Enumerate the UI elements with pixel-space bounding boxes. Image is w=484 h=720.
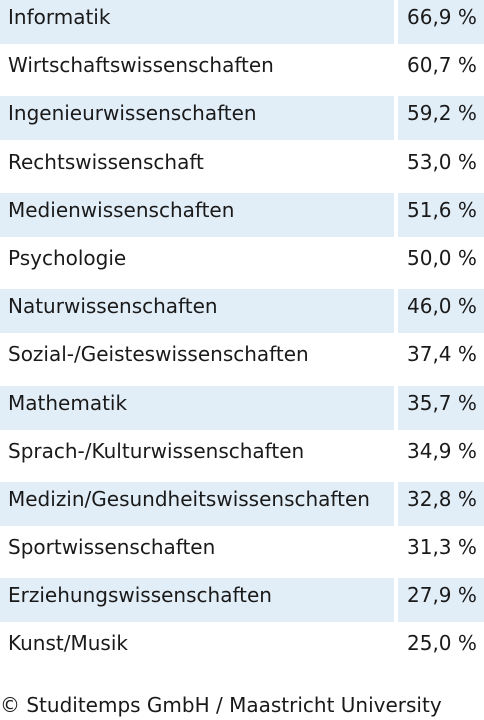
value-label: 25,0 % bbox=[407, 631, 477, 656]
table-row: Medienwissenschaften 51,6 % bbox=[0, 192, 484, 237]
category-label: Erziehungswissenschaften bbox=[0, 578, 394, 623]
data-table: Informatik 66,9 % Wirtschaftswissenschafte… bbox=[0, 0, 484, 670]
value-label: 53,0 % bbox=[407, 149, 477, 174]
category-label: Mathematik bbox=[0, 385, 394, 430]
value-label: 35,7 % bbox=[398, 385, 484, 430]
category-label: Sprach-/Kulturwissenschaften bbox=[8, 438, 305, 463]
table-row: Sozial-/Geisteswissenschaften 37,4 % bbox=[0, 337, 484, 381]
value-label: 32,8 % bbox=[398, 481, 484, 526]
category-label: Medienwissenschaften bbox=[0, 192, 394, 237]
value-label: 60,7 % bbox=[407, 53, 477, 78]
table-row: Kunst/Musik 25,0 % bbox=[0, 626, 484, 670]
value-label: 50,0 % bbox=[407, 245, 477, 270]
category-label: Ingenieurwissenschaften bbox=[0, 96, 394, 141]
category-label: Psychologie bbox=[8, 245, 127, 270]
table-row: Medizin/Gesundheitswissenschaften 32,8 % bbox=[0, 481, 484, 526]
value-label: 31,3 % bbox=[407, 535, 477, 560]
value-label: 46,0 % bbox=[398, 289, 484, 334]
value-label: 37,4 % bbox=[407, 342, 477, 367]
category-label: Informatik bbox=[0, 0, 394, 44]
table-row: Erziehungswissenschaften 27,9 % bbox=[0, 578, 484, 623]
value-label: 66,9 % bbox=[398, 0, 484, 44]
source-credit: © Studitemps GmbH / Maastricht Universit… bbox=[0, 693, 442, 717]
category-label: Sportwissenschaften bbox=[8, 535, 216, 560]
table-row: Wirtschaftswissenschaften 60,7 % bbox=[0, 48, 484, 92]
table-row: Naturwissenschaften 46,0 % bbox=[0, 289, 484, 334]
value-label: 34,9 % bbox=[407, 438, 477, 463]
value-label: 27,9 % bbox=[398, 578, 484, 623]
category-label: Naturwissenschaften bbox=[0, 289, 394, 334]
category-label: Rechtswissenschaft bbox=[8, 149, 204, 174]
table-row: Sprach-/Kulturwissenschaften 34,9 % bbox=[0, 434, 484, 478]
table-row: Rechtswissenschaft 53,0 % bbox=[0, 145, 484, 189]
value-label: 51,6 % bbox=[398, 192, 484, 237]
category-label: Medizin/Gesundheitswissenschaften bbox=[0, 481, 394, 526]
table-row: Ingenieurwissenschaften 59,2 % bbox=[0, 96, 484, 141]
category-label: Sozial-/Geisteswissenschaften bbox=[8, 342, 309, 367]
table-row: Mathematik 35,7 % bbox=[0, 385, 484, 430]
table-row: Sportwissenschaften 31,3 % bbox=[0, 530, 484, 574]
table-row: Informatik 66,9 % bbox=[0, 0, 484, 44]
table-row: Psychologie 50,0 % bbox=[0, 241, 484, 285]
category-label: Kunst/Musik bbox=[8, 631, 128, 656]
category-label: Wirtschaftswissenschaften bbox=[8, 53, 274, 78]
value-label: 59,2 % bbox=[398, 96, 484, 141]
